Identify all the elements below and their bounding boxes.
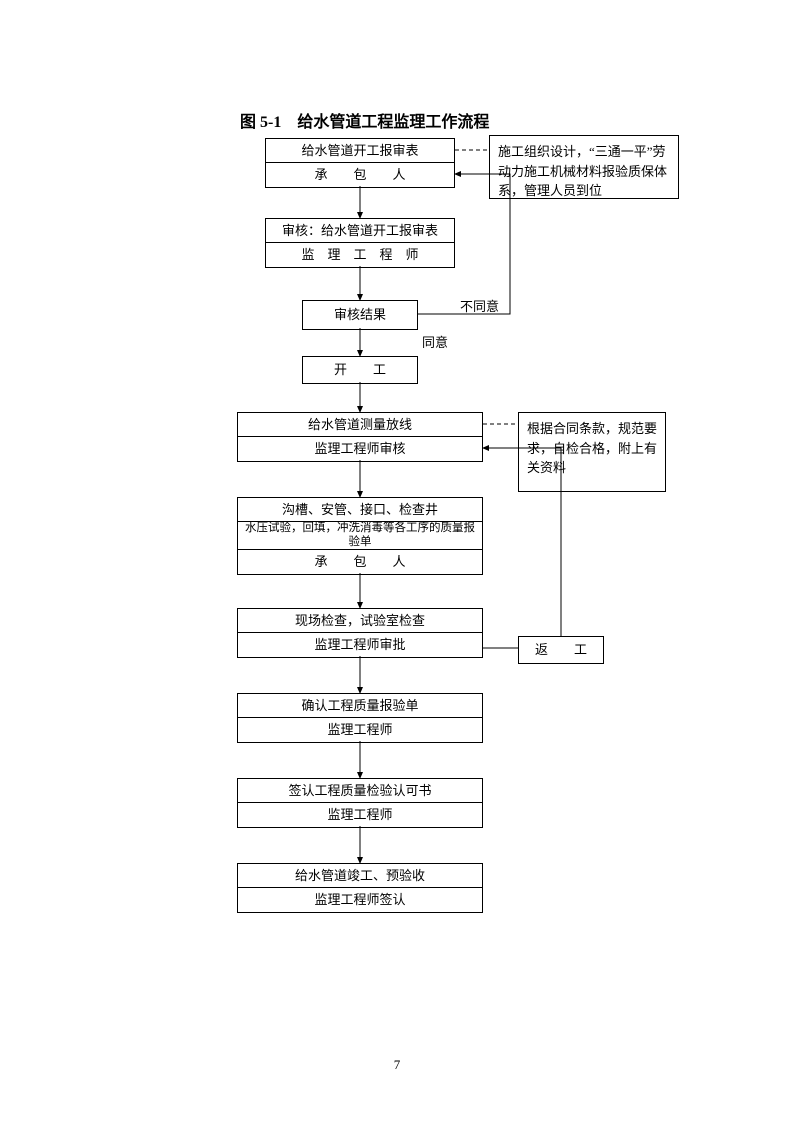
node-n3: 审核结果 [302,300,418,330]
n11-row-1: 监理工程师签认 [238,888,482,912]
node-n10: 签认工程质量检验认可书监理工程师 [237,778,483,828]
n2-row-0: 审核：给水管道开工报审表 [266,219,454,243]
node-n1: 给水管道开工报审表承 包 人 [265,138,455,188]
n5-row-0: 给水管道测量放线 [238,413,482,437]
node-n9: 确认工程质量报验单监理工程师 [237,693,483,743]
n4-row-0: 开 工 [303,357,417,383]
n11-row-0: 给水管道竣工、预验收 [238,864,482,888]
node-n2: 审核：给水管道开工报审表监 理 工 程 师 [265,218,455,268]
node-n6: 沟槽、安管、接口、检查井水压试验，回填，冲洗消毒等各工序的质量报验单承 包 人 [237,497,483,575]
n3-row-0: 审核结果 [303,301,417,329]
n1-row-0: 给水管道开工报审表 [266,139,454,163]
n10-row-1: 监理工程师 [238,803,482,827]
n5-row-1: 监理工程师审核 [238,437,482,461]
node-n8: 返 工 [518,636,604,664]
label-disagree: 不同意 [460,296,499,315]
page-number: 7 [0,1057,794,1073]
n2-row-1: 监 理 工 程 师 [266,243,454,267]
n10-row-0: 签认工程质量检验认可书 [238,779,482,803]
node-n4: 开 工 [302,356,418,384]
label-agree: 同意 [422,332,448,351]
n8-row-0: 返 工 [519,637,603,663]
note-1: 施工组织设计，“三通一平”劳动力施工机械材料报验质保体系，管理人员到位 [489,135,679,199]
node-n5: 给水管道测量放线监理工程师审核 [237,412,483,462]
n6-row-1: 水压试验，回填，冲洗消毒等各工序的质量报验单 [238,522,482,550]
n6-row-0: 沟槽、安管、接口、检查井 [238,498,482,522]
n9-row-1: 监理工程师 [238,718,482,742]
n7-row-0: 现场检查，试验室检查 [238,609,482,633]
n7-row-1: 监理工程师审批 [238,633,482,657]
n9-row-0: 确认工程质量报验单 [238,694,482,718]
node-n11: 给水管道竣工、预验收监理工程师签认 [237,863,483,913]
n1-row-1: 承 包 人 [266,163,454,187]
node-n7: 现场检查，试验室检查监理工程师审批 [237,608,483,658]
note-2: 根据合同条款，规范要求，自检合格，附上有关资料 [518,412,666,492]
n6-row-2: 承 包 人 [238,550,482,574]
figure-title: 图 5-1 给水管道工程监理工作流程 [240,108,489,132]
